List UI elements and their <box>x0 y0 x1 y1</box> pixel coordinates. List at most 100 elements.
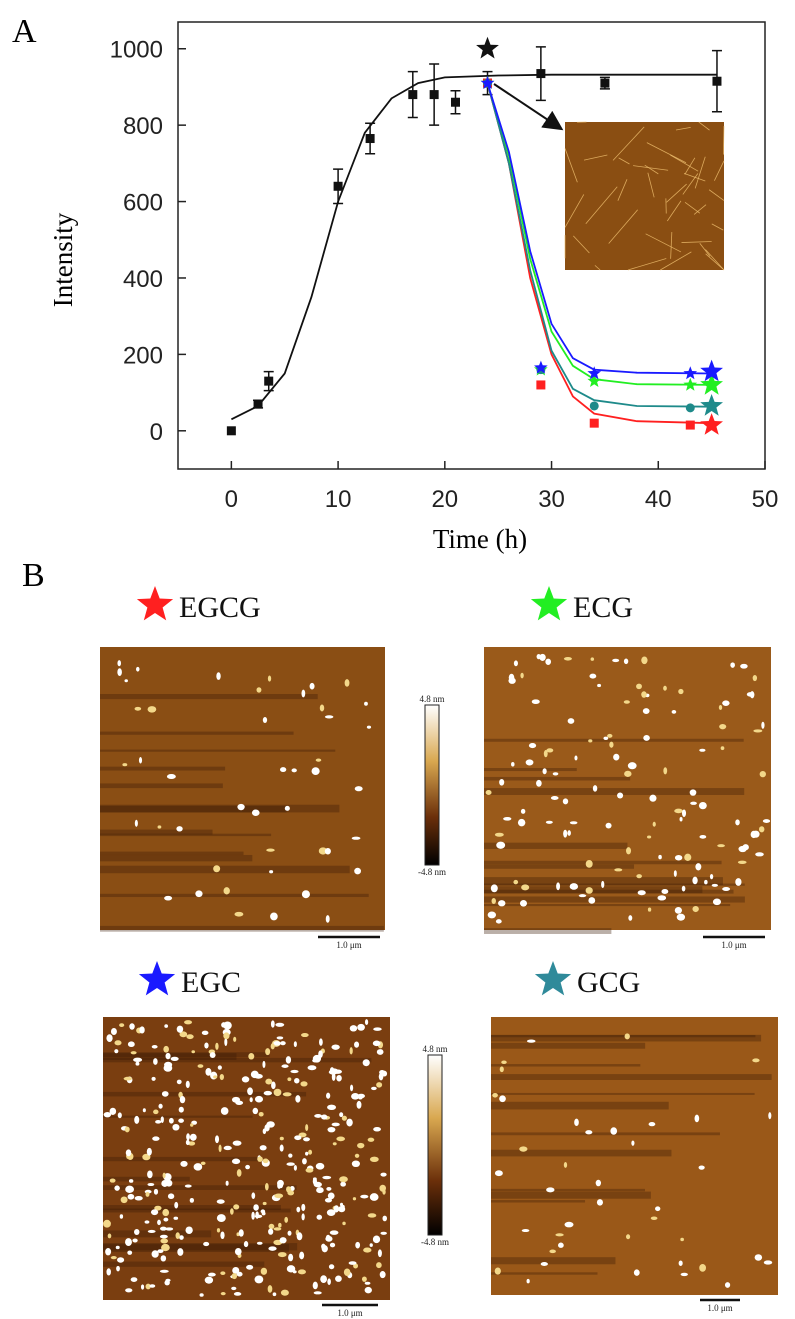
data-point <box>365 134 375 144</box>
afm-particle <box>153 1109 159 1115</box>
data-point <box>587 366 602 380</box>
afm-particle <box>256 1241 263 1245</box>
afm-particle <box>315 758 322 762</box>
afm-particle <box>562 798 569 805</box>
afm-particle <box>184 1020 193 1025</box>
afm-particle <box>646 835 652 839</box>
afm-particle <box>376 1082 383 1088</box>
afm-particle <box>163 1045 169 1053</box>
afm-particle <box>117 660 122 667</box>
afm-particle <box>164 1280 170 1286</box>
afm-particle <box>189 1133 197 1141</box>
afm-particle <box>125 1288 133 1293</box>
afm-particle <box>116 1265 120 1272</box>
afm-particle <box>253 1204 259 1211</box>
afm-particle <box>333 1205 340 1213</box>
afm-particle <box>679 817 683 822</box>
afm-particle <box>351 836 361 840</box>
afm-particle <box>333 1069 342 1074</box>
afm-streak <box>100 833 272 837</box>
afm-particle <box>296 1232 303 1241</box>
x-tick-label: 50 <box>752 486 779 513</box>
fibril <box>617 179 628 201</box>
afm-particle <box>585 859 593 868</box>
afm-particle <box>254 1095 264 1103</box>
afm-particle <box>312 1058 319 1063</box>
afm-streak <box>100 925 384 932</box>
afm-particle <box>251 1211 255 1220</box>
afm-particle <box>154 1205 162 1211</box>
afm-streak <box>484 896 745 903</box>
afm-particle <box>286 1265 296 1273</box>
fibril <box>627 258 667 271</box>
afm-particle <box>362 1059 370 1067</box>
afm-streak <box>491 1200 586 1203</box>
afm-particle <box>277 1182 282 1189</box>
afm-particle <box>326 1209 336 1216</box>
afm-particle <box>147 1182 155 1187</box>
afm-particle <box>236 1169 242 1177</box>
data-point <box>480 75 495 89</box>
afm-particle <box>680 1237 684 1242</box>
afm-particle <box>678 1260 683 1266</box>
afm-particle <box>513 879 519 885</box>
afm-particle <box>223 1032 230 1040</box>
afm-particle <box>277 1252 287 1258</box>
afm-particle <box>753 729 763 733</box>
afm-particle <box>115 1245 120 1250</box>
afm-particle <box>746 692 755 697</box>
fibril <box>666 200 682 222</box>
afm-particle <box>349 1084 354 1092</box>
label-star <box>138 961 176 996</box>
afm-particle <box>287 1190 295 1196</box>
afm-particle <box>313 1291 322 1295</box>
fibril <box>618 157 630 165</box>
data-point <box>408 90 418 100</box>
afm-particle <box>346 1118 353 1127</box>
fibril <box>699 243 711 257</box>
fibril <box>612 126 645 161</box>
afm-particle <box>153 1188 159 1195</box>
scale-bar-label: 1.0 μm <box>721 940 746 950</box>
afm-particle <box>309 682 315 690</box>
afm-particle <box>349 1047 353 1055</box>
afm-particle <box>273 1227 282 1231</box>
afm-particle <box>373 1126 381 1132</box>
afm-particle <box>135 1061 140 1066</box>
fibril <box>583 154 608 161</box>
data-point <box>536 380 546 390</box>
afm-particle <box>117 668 122 677</box>
afm-particle <box>282 1092 292 1097</box>
afm-particle <box>225 1180 229 1186</box>
afm-particle <box>216 672 221 680</box>
afm-particle <box>139 1026 145 1034</box>
data-point <box>587 373 602 387</box>
colorbar-bottom-label: -4.8 nm <box>421 1237 449 1247</box>
afm-particle <box>263 1090 272 1096</box>
afm-particle <box>364 1286 372 1294</box>
afm-particle <box>209 1052 216 1059</box>
afm-particle <box>254 1275 264 1284</box>
afm-streak <box>484 877 723 885</box>
data-point <box>712 76 722 86</box>
afm-particle <box>176 826 183 832</box>
afm-particle <box>149 1284 156 1288</box>
afm-particle <box>232 1140 242 1146</box>
afm-particle <box>245 1164 250 1170</box>
afm-particle <box>232 1267 240 1274</box>
afm-particle <box>127 1250 133 1255</box>
afm-particle <box>357 1142 365 1149</box>
afm-particle <box>130 1051 137 1055</box>
data-point <box>450 97 460 107</box>
afm-streak <box>103 1115 253 1118</box>
afm-particle <box>268 1246 277 1251</box>
afm-particle <box>363 1247 372 1253</box>
afm-particle <box>326 1186 332 1191</box>
afm-particle <box>134 1115 140 1124</box>
afm-particle <box>160 1255 167 1262</box>
afm-particle <box>605 822 612 829</box>
afm-particle <box>624 1033 630 1040</box>
fit-line <box>230 73 717 421</box>
afm-particle <box>191 1050 196 1054</box>
afm-particle <box>546 1187 555 1193</box>
